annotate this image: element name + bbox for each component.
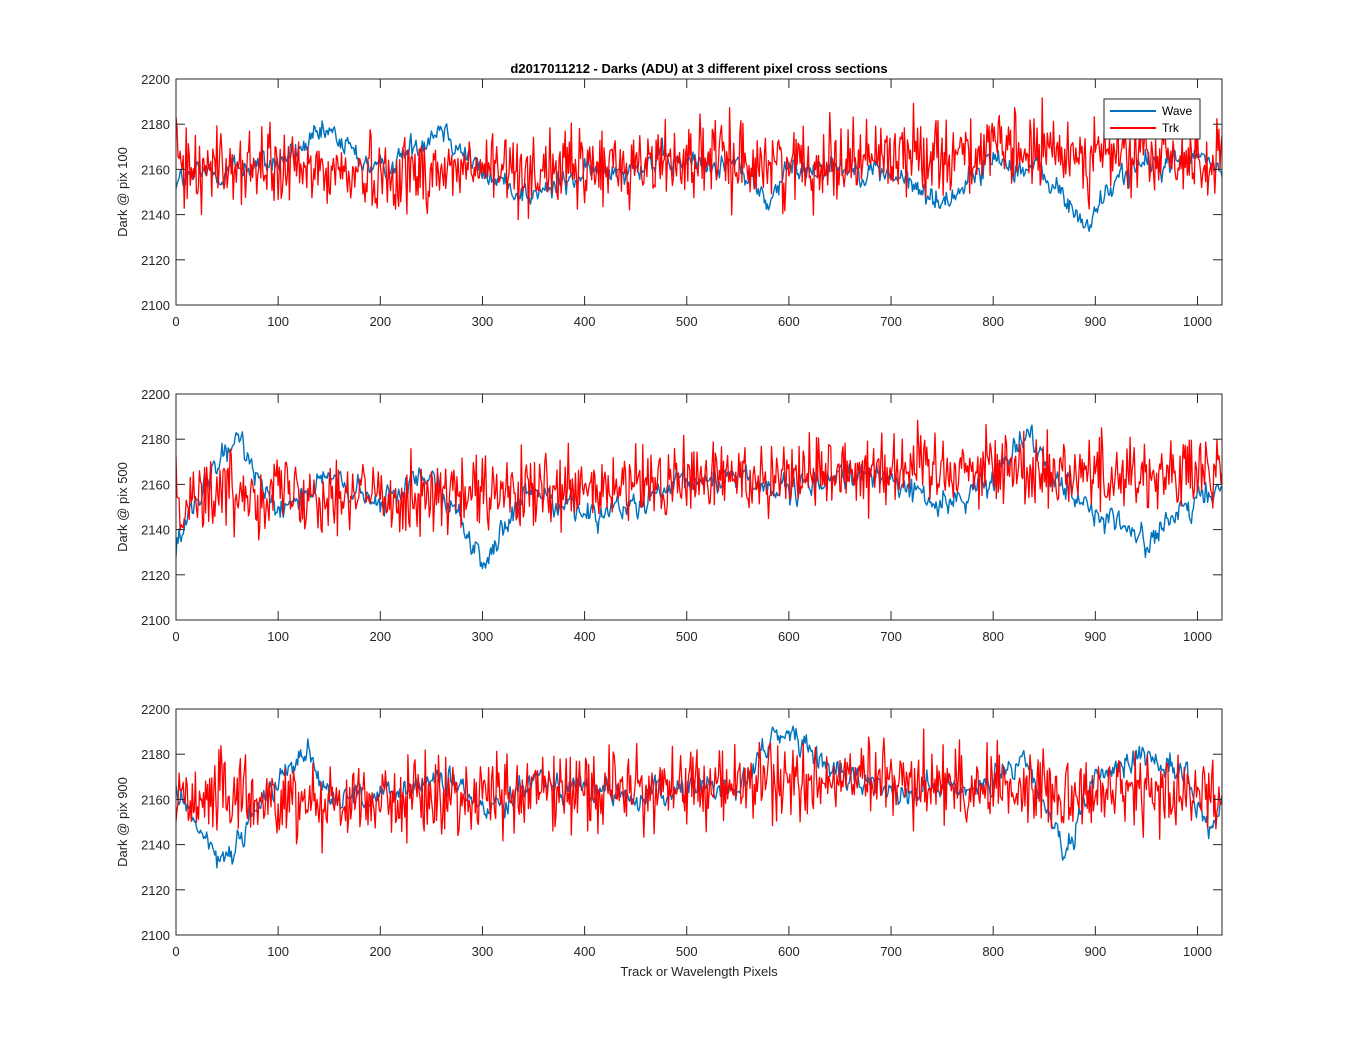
legend-trk-label: Trk <box>1162 121 1180 135</box>
y-tick-label: 2160 <box>141 477 170 492</box>
y-tick-label: 2120 <box>141 568 170 583</box>
x-tick-label: 100 <box>267 314 289 329</box>
x-tick-label: 400 <box>574 629 596 644</box>
y-tick-label: 2100 <box>141 298 170 313</box>
x-tick-label: 1000 <box>1183 944 1212 959</box>
y-tick-label: 2200 <box>141 387 170 402</box>
x-tick-label: 500 <box>676 944 698 959</box>
axes-box <box>175 393 1223 621</box>
x-tick-label: 300 <box>472 629 494 644</box>
x-tick-label: 500 <box>676 314 698 329</box>
y-tick-label: 2100 <box>141 613 170 628</box>
y-tick-label: 2180 <box>141 747 170 762</box>
panel-pix-500: 0 100 200 300 400 500 600 700 800 900 1000 2100 2120… <box>115 387 1223 644</box>
x-tick-label: 400 <box>574 944 596 959</box>
panel-pix-100: 0 100 200 300 400 500 600 700 800 900 1000 2100 2120… <box>115 72 1223 329</box>
axes-box <box>175 708 1223 936</box>
legend: Wave Trk <box>1103 98 1201 140</box>
y-tick-label: 2200 <box>141 702 170 717</box>
series-line-trk <box>176 97 1222 221</box>
x-tick-label: 800 <box>982 314 1004 329</box>
x-tick-label: 1000 <box>1183 629 1212 644</box>
y-tick-label: 2180 <box>141 117 170 132</box>
axes-box <box>175 78 1223 306</box>
y-tick-label: 2140 <box>141 838 170 853</box>
y-tick-label: 2100 <box>141 928 170 943</box>
x-tick-label: 700 <box>880 944 902 959</box>
x-tick-label: 200 <box>369 944 391 959</box>
y-axis-label: Dark @ pix 500 <box>115 462 130 552</box>
y-tick-label: 2200 <box>141 72 170 87</box>
x-tick-label: 700 <box>880 314 902 329</box>
x-tick-label: 600 <box>778 314 800 329</box>
x-tick-label: 900 <box>1084 629 1106 644</box>
x-tick-label: 300 <box>472 314 494 329</box>
x-tick-label: 1000 <box>1183 314 1212 329</box>
y-tick-label: 2180 <box>141 432 170 447</box>
x-tick-label: 100 <box>267 944 289 959</box>
x-tick-label: 0 <box>172 314 179 329</box>
y-tick-label: 2160 <box>141 162 170 177</box>
x-tick-label: 100 <box>267 629 289 644</box>
x-tick-label: 500 <box>676 629 698 644</box>
panel-pix-900: 0 100 200 300 400 500 600 700 800 900 1000 2100 2120… <box>115 702 1223 979</box>
x-axis-label: Track or Wavelength Pixels <box>620 964 778 979</box>
plot-area <box>176 79 1222 305</box>
y-axis-label: Dark @ pix 900 <box>115 777 130 867</box>
series-line-trk <box>176 419 1222 541</box>
x-tick-label: 900 <box>1084 314 1106 329</box>
legend-wave-label: Wave <box>1162 104 1193 118</box>
x-tick-label: 0 <box>172 944 179 959</box>
x-tick-label: 300 <box>472 944 494 959</box>
legend-box <box>1103 98 1201 140</box>
y-tick-label: 2120 <box>141 883 170 898</box>
x-tick-label: 700 <box>880 629 902 644</box>
plot-area <box>176 709 1222 935</box>
x-tick-label: 800 <box>982 944 1004 959</box>
x-tick-label: 200 <box>369 629 391 644</box>
series-line-trk <box>176 728 1222 854</box>
x-tick-label: 600 <box>778 944 800 959</box>
y-tick-label: 2160 <box>141 792 170 807</box>
x-tick-label: 800 <box>982 629 1004 644</box>
figure-title: d2017011212 - Darks (ADU) at 3 different… <box>510 61 887 76</box>
y-tick-label: 2120 <box>141 253 170 268</box>
x-tick-label: 600 <box>778 629 800 644</box>
x-tick-label: 0 <box>172 629 179 644</box>
y-tick-label: 2140 <box>141 523 170 538</box>
x-tick-label: 400 <box>574 314 596 329</box>
y-tick-label: 2140 <box>141 208 170 223</box>
y-axis-label: Dark @ pix 100 <box>115 147 130 237</box>
x-tick-label: 200 <box>369 314 391 329</box>
x-tick-label: 900 <box>1084 944 1106 959</box>
